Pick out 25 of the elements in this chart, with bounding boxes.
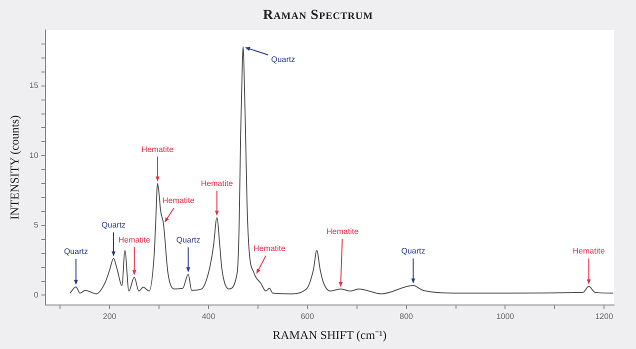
x-tick-label: 1200 — [595, 312, 614, 322]
annotation: Hematite — [118, 235, 151, 244]
annotation: Quartz — [271, 54, 296, 64]
annotation: Hematite — [572, 246, 606, 256]
annotation: Quartz — [176, 235, 200, 244]
y-tick-label: 15 — [29, 81, 39, 90]
x-tick-label: 400 — [202, 312, 216, 322]
annotation: Hematite — [142, 144, 174, 154]
x-tick-label: 200 — [102, 312, 117, 322]
annotation: Hematite — [253, 244, 286, 253]
x-tick-label: 800 — [400, 312, 414, 322]
y-axis-title: INTENSITY (counts) — [7, 115, 22, 220]
y-tick-label: 10 — [29, 150, 39, 160]
annotation: Hematite — [326, 227, 360, 236]
x-tick-label: 600 — [300, 312, 315, 322]
x-tick-label: 1000 — [496, 312, 515, 322]
annotation: Hematite — [200, 178, 234, 188]
annotation: Quartz — [401, 246, 426, 256]
annotation: Quartz — [102, 220, 126, 230]
y-tick-label: 5 — [34, 220, 39, 230]
x-axis-title: RAMAN SHIFT (cm⁻¹) — [272, 328, 387, 342]
y-tick-label: 0 — [34, 290, 39, 300]
annotation: Quartz — [64, 247, 88, 256]
annotation: Hematite — [162, 196, 196, 206]
chart-title: Raman Spectrum — [262, 8, 374, 24]
